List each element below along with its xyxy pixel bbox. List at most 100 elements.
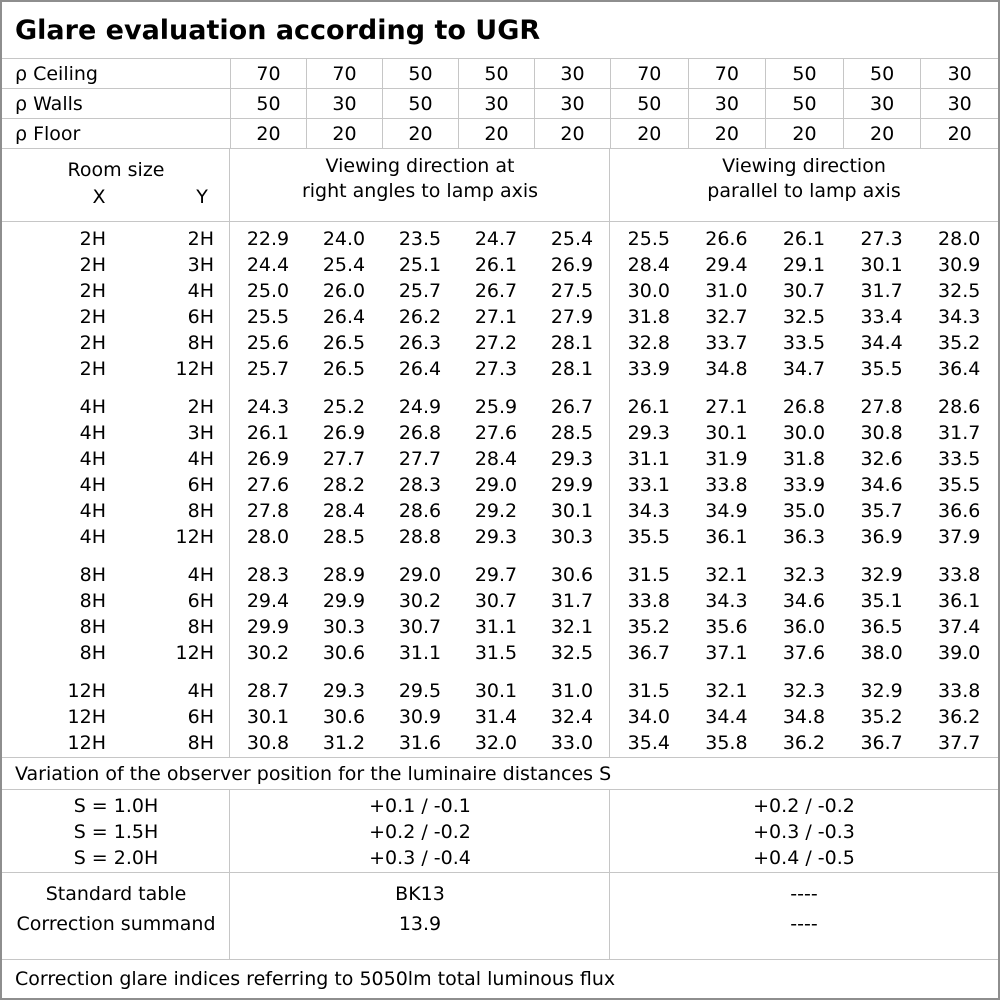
ugr-value-right-angles: 24.7	[474, 228, 518, 250]
room-x-value: 12H	[67, 732, 106, 754]
parallel-header-line1: Viewing direction	[722, 155, 886, 177]
ugr-value-parallel: 36.0	[782, 616, 826, 638]
ugr-value-parallel: 36.5	[860, 616, 903, 638]
ugr-row: 2H 2H 22.9 24.0 23.5 24.7 25.4 25.5 26.6 26.1 27.3…	[2, 226, 998, 252]
room-y-value: 12H	[175, 526, 214, 548]
reflectance-label: ρ Ceiling	[15, 62, 98, 85]
ugr-row: 4H 2H 24.3 25.2 24.9 25.9 26.7 26.1 27.1 26.8 27.8…	[2, 394, 998, 420]
ugr-value-right-angles: 25.0	[246, 280, 290, 302]
ugr-value-right-angles: 32.4	[550, 706, 594, 728]
footer-note: Correction glare indices referring to 50…	[15, 968, 616, 990]
summary-label: Standard table	[45, 883, 187, 905]
ugr-value-parallel: 35.7	[860, 500, 903, 522]
room-x-value: 8H	[79, 616, 106, 638]
ugr-value-right-angles: 25.4	[322, 254, 366, 276]
ugr-value-right-angles: 29.3	[322, 680, 366, 702]
ugr-value-parallel: 34.6	[860, 474, 903, 496]
room-y-value: 12H	[175, 358, 214, 380]
s-distance-label: S = 2.0H	[73, 847, 159, 869]
ugr-values-area: 2H 2H 22.9 24.0 23.5 24.7 25.4 25.5 26.6 26.1 27.3…	[2, 222, 998, 758]
ugr-value-parallel: 28.6	[938, 396, 981, 418]
ugr-value-right-angles: 28.9	[322, 564, 366, 586]
ugr-value-parallel: 32.1	[705, 564, 748, 586]
room-y-value: 6H	[187, 474, 214, 496]
room-y-value: 3H	[187, 254, 214, 276]
ugr-value-right-angles: 27.1	[474, 306, 518, 328]
right-angles-header-line2: right angles to lamp axis	[301, 180, 539, 202]
room-y-value: 3H	[187, 422, 214, 444]
summary-right-angles-value: BK13	[395, 883, 445, 905]
ugr-row: 2H 3H 24.4 25.4 25.1 26.1 26.9 28.4 29.4 29.1 30.1…	[2, 252, 998, 278]
ugr-value-right-angles: 27.2	[474, 332, 518, 354]
ugr-row: 4H 3H 26.1 26.9 26.8 27.6 28.5 29.3 30.1 30.0 30.8…	[2, 420, 998, 446]
s-distance-labels: S = 1.0H S = 1.5H S = 2.0H	[2, 793, 230, 872]
room-x-value: 12H	[67, 706, 106, 728]
ugr-value-right-angles: 23.5	[398, 228, 442, 250]
ugr-value-parallel: 34.3	[938, 306, 981, 328]
reflectance-rows: ρ Ceiling 70 70 50 50 30 70 70 50 50 30 ρ Walls 50 30…	[2, 59, 998, 149]
ugr-value-right-angles: 25.7	[398, 280, 442, 302]
ugr-value-parallel: 31.8	[782, 448, 826, 470]
ugr-value-parallel: 36.7	[627, 642, 670, 664]
ugr-row: 4H 6H 27.6 28.2 28.3 29.0 29.9 33.1 33.8 33.9 34.6…	[2, 472, 998, 498]
ugr-value-parallel: 31.1	[627, 448, 670, 470]
ugr-value-parallel: 37.6	[782, 642, 826, 664]
ugr-row: 2H 4H 25.0 26.0 25.7 26.7 27.5 30.0 31.0 30.7 31.7…	[2, 278, 998, 304]
reflectance-value: 50	[230, 89, 306, 118]
ugr-value-parallel: 34.8	[705, 358, 748, 380]
ugr-row: 4H 4H 26.9 27.7 27.7 28.4 29.3 31.1 31.9 31.8 32.6…	[2, 446, 998, 472]
reflectance-value: 70	[687, 59, 766, 88]
ugr-value-parallel: 36.9	[860, 526, 903, 548]
ugr-row: 12H 8H 30.8 31.2 31.6 32.0 33.0 35.4 35.8 36.2 36.…	[2, 730, 998, 756]
reflectance-value: 20	[230, 119, 306, 148]
ugr-value-right-angles: 24.0	[322, 228, 366, 250]
s-distance-label: S = 1.5H	[73, 821, 159, 843]
summary-section: Standard table Correction summand BK13 13.…	[2, 873, 998, 960]
ugr-value-right-angles: 28.6	[398, 500, 442, 522]
reflectance-value: 50	[382, 59, 458, 88]
ugr-value-parallel: 32.8	[627, 332, 670, 354]
reflectance-value: 30	[920, 59, 998, 88]
ugr-value-right-angles: 26.5	[322, 332, 366, 354]
ugr-value-right-angles: 27.5	[550, 280, 594, 302]
ugr-value-right-angles: 26.9	[246, 448, 290, 470]
room-size-label: Room size	[67, 159, 165, 181]
ugr-value-parallel: 29.3	[627, 422, 670, 444]
divider	[609, 149, 610, 221]
reflectance-value: 30	[534, 89, 610, 118]
ugr-value-parallel: 33.8	[705, 474, 748, 496]
ugr-value-right-angles: 29.0	[398, 564, 442, 586]
room-x-value: 4H	[79, 500, 106, 522]
ugr-value-right-angles: 30.7	[398, 616, 442, 638]
ugr-value-right-angles: 29.5	[398, 680, 442, 702]
ugr-value-right-angles: 31.7	[550, 590, 594, 612]
ugr-value-parallel: 30.7	[782, 280, 826, 302]
ugr-value-right-angles: 24.4	[246, 254, 290, 276]
divider	[229, 149, 230, 221]
ugr-value-right-angles: 27.7	[398, 448, 442, 470]
ugr-value-right-angles: 26.9	[322, 422, 366, 444]
ugr-value-parallel: 35.5	[627, 526, 670, 548]
room-y-value: 4H	[187, 280, 214, 302]
ugr-value-right-angles: 31.4	[474, 706, 518, 728]
ugr-value-right-angles: 29.3	[550, 448, 594, 470]
ugr-value-parallel: 29.1	[782, 254, 826, 276]
ugr-value-parallel: 26.6	[705, 228, 748, 250]
s-right-angles-values: +0.1 / -0.1 +0.2 / -0.2 +0.3 / -0.4	[230, 793, 610, 872]
ugr-value-parallel: 28.0	[938, 228, 981, 250]
ugr-value-parallel: 33.5	[782, 332, 826, 354]
ugr-value-parallel: 35.6	[705, 616, 748, 638]
ugr-value-right-angles: 24.9	[398, 396, 442, 418]
title-row: Glare evaluation according to UGR	[2, 2, 998, 59]
s-right-angles-value: +0.3 / -0.4	[369, 847, 471, 869]
footer-note-row: Correction glare indices referring to 50…	[2, 960, 998, 998]
room-y-value: 4H	[187, 680, 214, 702]
ugr-row: 2H 12H 25.7 26.5 26.4 27.3 28.1 33.9 34.8 34.7 35.…	[2, 356, 998, 382]
room-x-value: 8H	[79, 564, 106, 586]
ugr-value-right-angles: 26.8	[398, 422, 442, 444]
ugr-value-right-angles: 25.4	[550, 228, 594, 250]
room-x-value: 8H	[79, 642, 106, 664]
ugr-value-parallel: 33.1	[627, 474, 670, 496]
ugr-value-right-angles: 26.4	[398, 358, 442, 380]
reflectance-value: 30	[687, 89, 766, 118]
